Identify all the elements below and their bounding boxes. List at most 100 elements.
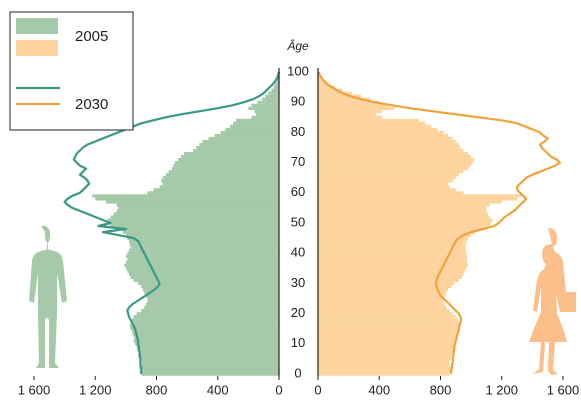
bar-right — [318, 357, 451, 360]
bar-right — [318, 215, 490, 218]
bar-left — [215, 134, 279, 137]
bar-left — [123, 231, 279, 234]
bar-right — [318, 255, 467, 258]
bar-left — [202, 140, 279, 143]
bar-left — [117, 203, 279, 206]
bar-right — [318, 155, 471, 158]
bar-left — [196, 146, 279, 149]
bar-left — [262, 98, 279, 101]
bar-right — [318, 291, 447, 294]
bar-left — [127, 252, 279, 255]
bar-left — [140, 369, 279, 372]
bar-right — [318, 240, 467, 243]
bar-left — [141, 309, 279, 312]
bar-left — [258, 101, 279, 104]
bar-left — [131, 321, 279, 324]
bar-right — [318, 146, 460, 149]
bar-left — [140, 366, 279, 369]
bar-right — [318, 318, 457, 321]
bar-left — [230, 125, 279, 128]
bar-right — [318, 228, 482, 231]
bar-right — [318, 234, 471, 237]
bar-left — [140, 357, 279, 360]
bar-right — [318, 267, 467, 270]
bar-right — [318, 185, 450, 188]
bar-right — [318, 327, 460, 330]
bar-left — [199, 143, 279, 146]
bar-right — [318, 173, 459, 176]
bar-left — [124, 264, 279, 267]
y-tick-label: 30 — [291, 275, 305, 290]
bar-right — [318, 122, 425, 125]
bar-left — [265, 95, 279, 98]
bar-right — [318, 119, 419, 122]
bar-right — [318, 170, 463, 173]
bar-right — [318, 140, 456, 143]
bar-right — [318, 179, 453, 182]
bar-right — [318, 107, 395, 110]
bar-left — [163, 176, 279, 179]
bar-left — [137, 345, 279, 348]
bar-right — [318, 321, 459, 324]
bar-left — [193, 149, 279, 152]
bar-left — [135, 342, 279, 345]
bar-left — [92, 194, 279, 197]
bar-left — [132, 330, 279, 333]
bar-right — [318, 231, 476, 234]
bar-left — [178, 158, 279, 161]
y-axis-label: Âge — [286, 38, 309, 53]
bar-left — [161, 179, 279, 182]
bar-left — [142, 360, 279, 363]
bar-right — [318, 282, 454, 285]
bar-left — [268, 92, 279, 95]
plot-area — [65, 70, 560, 375]
bar-left — [130, 327, 279, 330]
bar-right — [318, 330, 459, 333]
bar-left — [141, 372, 279, 375]
x-tick-label: 800 — [146, 382, 168, 397]
bar-right — [318, 336, 457, 339]
bar-left — [108, 218, 280, 221]
y-tick-label: 60 — [291, 184, 305, 199]
bar-left — [209, 137, 279, 140]
bar-right — [318, 128, 437, 131]
bar-left — [130, 324, 279, 327]
bar-right — [318, 360, 449, 363]
y-tick-label: 40 — [291, 245, 305, 260]
bar-left — [233, 122, 279, 125]
bar-left — [169, 170, 279, 173]
bar-left — [127, 270, 279, 273]
y-tick-label: 20 — [291, 305, 305, 320]
bar-left — [118, 206, 279, 209]
bar-left — [127, 237, 279, 240]
bar-right — [318, 113, 376, 116]
bar-right — [318, 110, 382, 113]
bar-right — [318, 294, 445, 297]
y-tick-label: 100 — [287, 63, 309, 78]
x-tick-label: 1 600 — [18, 382, 51, 397]
bar-left — [134, 336, 279, 339]
bar-left — [153, 188, 279, 191]
bar-left — [114, 212, 279, 215]
bar-left — [141, 363, 279, 366]
x-tick-label: 1 200 — [485, 382, 518, 397]
bar-left — [126, 255, 279, 258]
y-tick-label: 70 — [291, 154, 305, 169]
bar-right — [318, 297, 444, 300]
y-tick-label: 90 — [291, 94, 305, 109]
bar-left — [147, 191, 279, 194]
y-tick-label: 50 — [291, 214, 305, 229]
bar-right — [318, 315, 456, 318]
bar-left — [175, 161, 279, 164]
bar-right — [318, 363, 450, 366]
bar-right — [318, 167, 468, 170]
bar-right — [318, 369, 450, 372]
bar-left — [147, 300, 279, 303]
bar-left — [129, 249, 279, 252]
bar-right — [318, 285, 451, 288]
bar-left — [126, 267, 279, 270]
bar-left — [274, 86, 279, 89]
bar-right — [318, 249, 466, 252]
bar-left — [139, 351, 279, 354]
bar-left — [106, 200, 279, 203]
